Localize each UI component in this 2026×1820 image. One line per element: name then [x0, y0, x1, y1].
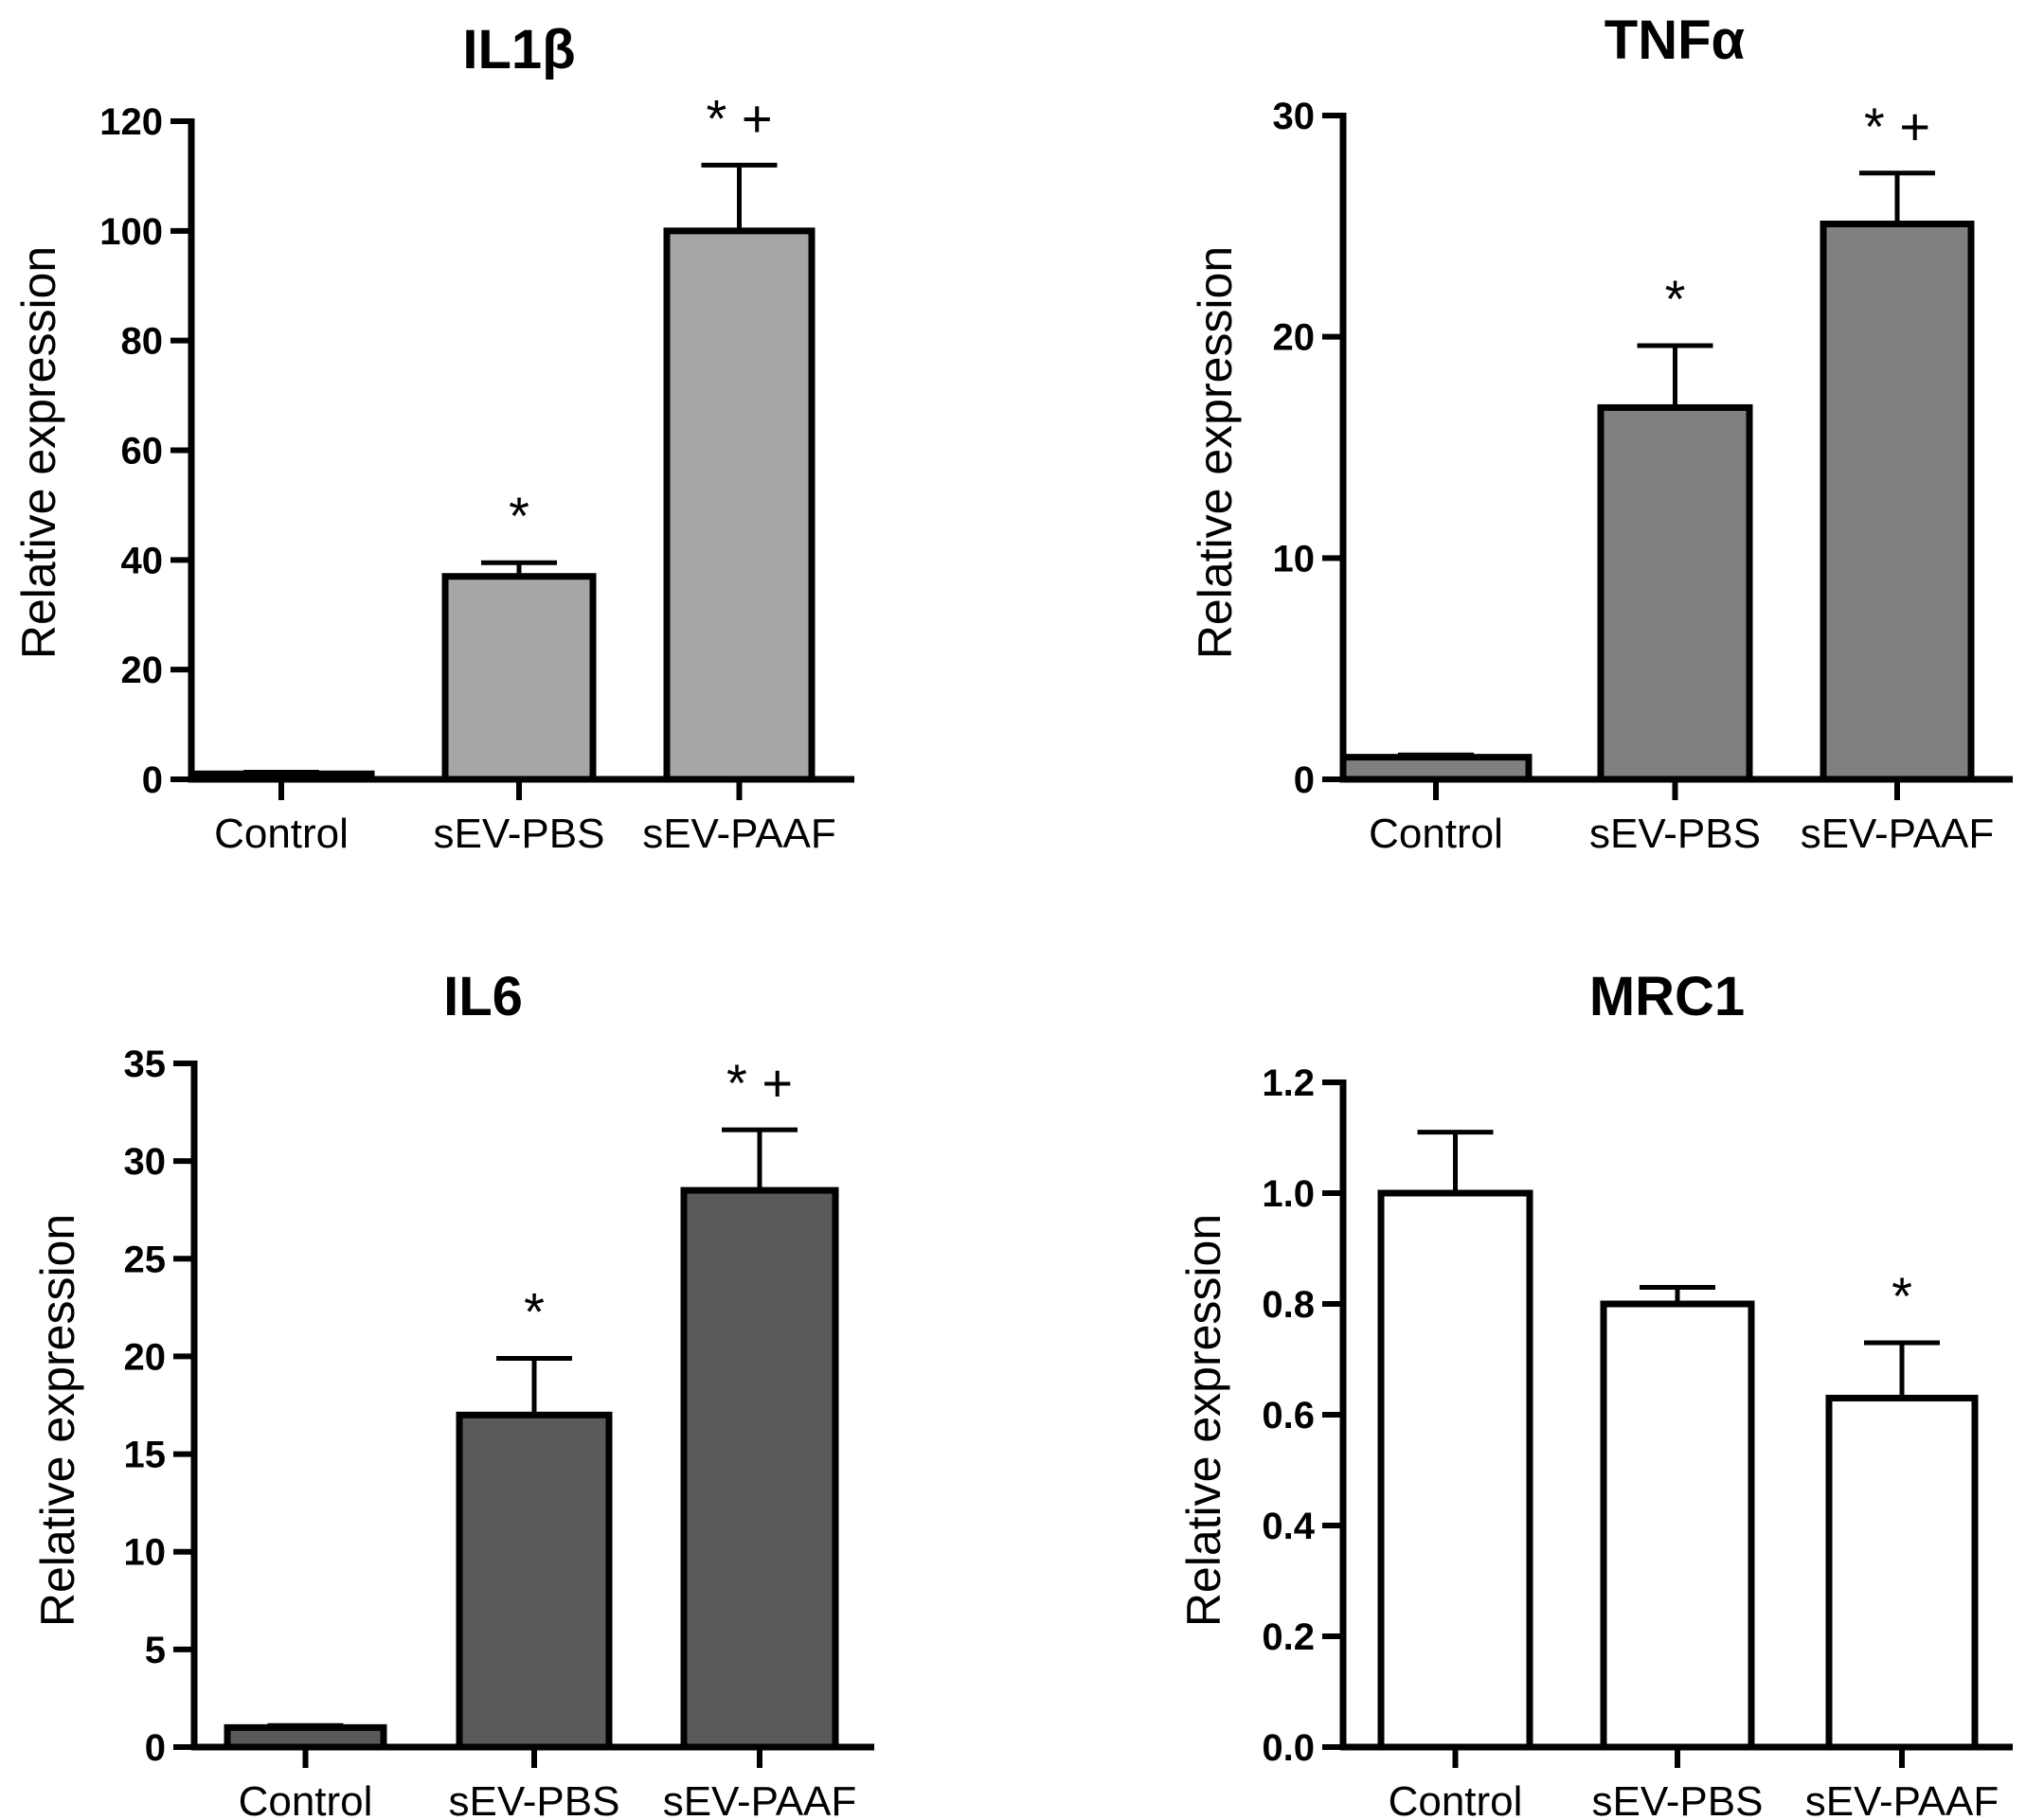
x-tick-label: Control [214, 811, 349, 857]
x-tick-label: sEV-PBS [1592, 1778, 1764, 1820]
y-tick-label: 35 [124, 1044, 167, 1085]
y-tick-label: 10 [124, 1532, 167, 1574]
significance-marker: * [1892, 1266, 1912, 1326]
y-tick-label: 25 [124, 1239, 167, 1280]
x-tick-label: Control [1389, 1778, 1523, 1820]
y-tick-label: 1.0 [1262, 1173, 1315, 1215]
bar-sev-paaf [680, 1187, 839, 1751]
y-tick-label: 0.4 [1262, 1506, 1315, 1547]
x-tick-label: Control [239, 1778, 373, 1820]
x-tick-label: sEV-PAAF [1805, 1778, 1999, 1820]
chart-title: IL6 [443, 966, 523, 1027]
x-tick-label: Control [1369, 811, 1503, 857]
bar-sev-paaf [663, 227, 816, 783]
y-axis-label: Relative expression [1177, 1214, 1230, 1627]
y-tick-label: 20 [121, 650, 164, 691]
y-tick-label: 10 [1273, 538, 1316, 580]
y-tick-label: 80 [121, 321, 164, 363]
x-tick-label: sEV-PAAF [663, 1778, 857, 1820]
y-tick-label: 0 [1294, 759, 1315, 801]
x-tick-label: sEV-PBS [1589, 811, 1761, 857]
y-tick-label: 20 [124, 1336, 167, 1378]
bar-control [1339, 754, 1533, 783]
significance-marker: * [509, 486, 529, 545]
bar-sev-pbs [441, 573, 597, 783]
y-tick-label: 0.0 [1262, 1727, 1315, 1769]
y-tick-label: 15 [124, 1435, 167, 1476]
y-tick-label: 60 [121, 431, 164, 473]
y-tick-label: 100 [99, 211, 163, 253]
y-tick-label: 30 [1273, 96, 1316, 137]
chart-title: IL1β [462, 19, 575, 80]
chart-4: MRC1 Relative expression 0.0 0.2 0.4 0.6 0.8 1.… [1177, 966, 2013, 1820]
y-tick-label: 1.2 [1262, 1062, 1315, 1104]
bar-control [1377, 1189, 1533, 1751]
x-tick-label: sEV-PAAF [1801, 811, 1995, 857]
x-tick-label: sEV-PAAF [642, 811, 836, 857]
chart-2: TNFα Relative expression 0 10 20 30 Control sEV… [1189, 9, 2013, 857]
chart-3: IL6 Relative expression 0 5 10 15 20 25 30 35 Cont… [31, 966, 874, 1820]
y-tick-label: 30 [124, 1141, 167, 1183]
y-tick-label: 0.8 [1262, 1284, 1315, 1326]
y-tick-label: 0.6 [1262, 1395, 1315, 1436]
y-axis-label: Relative expression [31, 1214, 84, 1627]
bar-sev-pbs [456, 1411, 613, 1751]
y-tick-label: 20 [1273, 317, 1316, 359]
y-tick-label: 0 [142, 759, 163, 801]
significance-marker: * [1665, 269, 1686, 329]
x-tick-label: sEV-PBS [449, 1778, 620, 1820]
y-tick-label: 0.2 [1262, 1616, 1315, 1658]
chart-title: TNFα [1605, 9, 1746, 71]
bar-sev-paaf [1825, 1394, 1979, 1751]
bar-sev-pbs [1597, 403, 1753, 783]
y-axis-label: Relative expression [12, 246, 65, 659]
y-tick-label: 5 [145, 1630, 166, 1671]
x-tick-label: sEV-PBS [434, 811, 605, 857]
chart-1: IL1β Relative expression 0 20 40 60 80 100 120 Co… [12, 19, 854, 857]
significance-marker: * + [706, 88, 772, 148]
y-tick-label: 0 [145, 1727, 166, 1769]
y-tick-label: 40 [121, 540, 164, 581]
y-tick-label: 120 [99, 101, 163, 143]
bar-sev-paaf [1820, 220, 1975, 783]
bar-sev-pbs [1600, 1300, 1755, 1751]
y-axis-label: Relative expression [1189, 246, 1242, 659]
significance-marker: * [524, 1281, 545, 1341]
significance-marker: * + [726, 1053, 793, 1113]
chart-title: MRC1 [1589, 966, 1745, 1027]
significance-marker: * + [1864, 97, 1930, 156]
